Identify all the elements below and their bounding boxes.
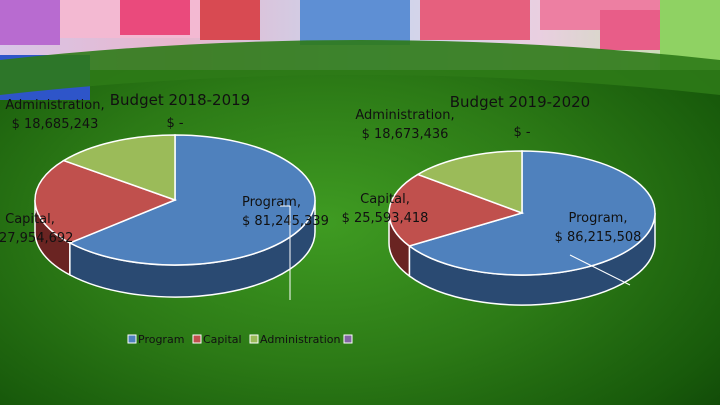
pie-slice-capital	[388, 173, 525, 247]
pie-slice-program	[68, 134, 316, 266]
legend-swatch-program	[127, 334, 137, 344]
data-label-capital: Capital,$ 27,954,692	[0, 212, 73, 246]
legend-label-program: Program	[138, 333, 184, 346]
legend-label-administration: Administration	[260, 333, 341, 346]
pie-slice-administration	[62, 134, 176, 202]
pie-slice-administration	[416, 150, 523, 215]
pie-chart-2: Budget 2019-2020 Program, $ 86,215,508 Capi…	[342, 93, 656, 306]
data-label-administration: Administration, $ 18,673,436	[355, 108, 454, 142]
data-label-capital: Capital, $ 25,593,418	[342, 192, 429, 226]
chart-title: Budget 2018-2019	[110, 91, 250, 109]
legend-swatch-administration	[249, 334, 259, 344]
data-label-administration: Administration, $ 18,685,243	[5, 98, 104, 132]
chart-title: Budget 2019-2020	[450, 93, 590, 111]
legend-label-capital: Capital	[203, 333, 242, 346]
legend: Program Capital Administration	[127, 333, 353, 346]
legend-swatch-blank	[343, 334, 353, 344]
data-label-blank: $ -	[166, 116, 183, 131]
pie-slice-capital	[34, 159, 178, 244]
data-label-blank: $ -	[513, 125, 530, 140]
toy-blocks-photo	[0, 0, 720, 100]
legend-swatch-capital	[192, 334, 202, 344]
leader-line-program-left	[280, 205, 291, 300]
data-label-program: Program, $ 86,215,508	[555, 211, 642, 245]
leader-line-program-right	[569, 254, 631, 286]
pie-slice-program	[407, 150, 656, 276]
